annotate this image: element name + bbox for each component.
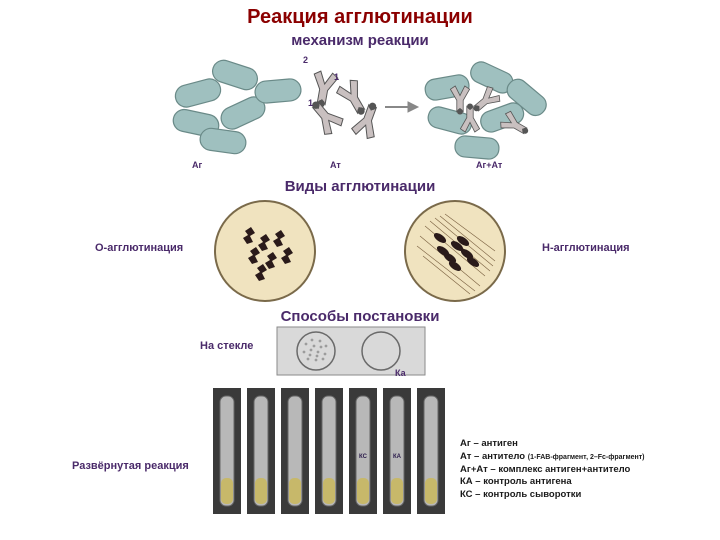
mech-label-1b: 1: [308, 98, 313, 108]
legend-l5: КС – контроль сыворотки: [460, 489, 645, 502]
on-glass-label: На стекле: [200, 340, 253, 352]
mech-label-agat: Аг+Ат: [476, 160, 502, 170]
svg-text:КС: КС: [359, 454, 368, 460]
types-diagram: [195, 196, 535, 306]
extended-label: Развёрнутая реакция: [72, 460, 189, 472]
type-o-label: О-агглютинация: [95, 242, 183, 254]
mech-label-ag: Аг: [192, 160, 202, 170]
svg-text:КА: КА: [393, 454, 402, 460]
page-title: Реакция агглютинации: [0, 6, 720, 29]
mech-label-1a: 1: [334, 72, 339, 82]
subtitle-types: Виды агглютинации: [110, 178, 610, 195]
legend-block: Аг – антиген Ат – антитело (1-FAB-фрагме…: [460, 438, 645, 502]
legend-l3: Аг+Ат – комплекс антиген+антитело: [460, 464, 645, 477]
ka-label: Ка: [395, 368, 406, 378]
type-h-label: Н-агглютинация: [542, 242, 630, 254]
legend-l1: Аг – антиген: [460, 438, 645, 451]
mech-label-at: Ат: [330, 160, 341, 170]
subtitle-mechanism: механизм реакции: [0, 32, 720, 49]
legend-l4: КА – контроль антигена: [460, 476, 645, 489]
legend-l2: Ат – антитело (1-FAB-фрагмент, 2–Fc-фраг…: [460, 451, 645, 464]
mech-label-2: 2: [303, 55, 308, 65]
subtitle-methods: Способы постановки: [110, 308, 610, 325]
mechanism-diagram: [170, 52, 550, 172]
tubes-row: КС КА: [213, 388, 453, 516]
